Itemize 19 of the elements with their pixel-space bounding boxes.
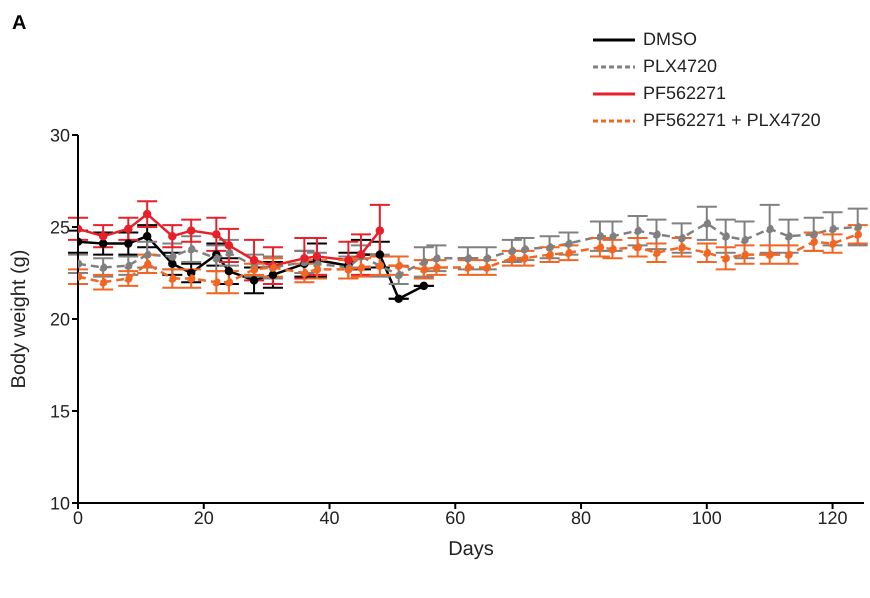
x-tick-label: 40 xyxy=(320,508,340,528)
x-tick-label: 0 xyxy=(72,508,84,528)
x-tick-label: 80 xyxy=(571,508,592,528)
legend-label: PF562271 xyxy=(643,83,726,104)
y-axis-title: Body weight (g) xyxy=(8,250,30,388)
x-tick-label: 100 xyxy=(692,508,722,528)
y-tick-label: 20 xyxy=(50,309,70,330)
y-tick-label: 30 xyxy=(50,125,70,146)
chart-title: A xyxy=(12,12,26,35)
y-tick-label: 25 xyxy=(50,217,70,238)
legend-label: PLX4720 xyxy=(643,56,718,77)
x-tick-label: 120 xyxy=(818,508,848,528)
x-tick-label: 60 xyxy=(445,508,466,528)
x-axis-title: Days xyxy=(448,538,494,560)
y-tick-label: 15 xyxy=(50,401,70,422)
legend-label: PF562271 + PLX4720 xyxy=(643,110,821,131)
y-tick-label: 10 xyxy=(50,493,70,514)
legend-label: DMSO xyxy=(643,29,697,50)
x-tick-label: 20 xyxy=(194,508,214,528)
